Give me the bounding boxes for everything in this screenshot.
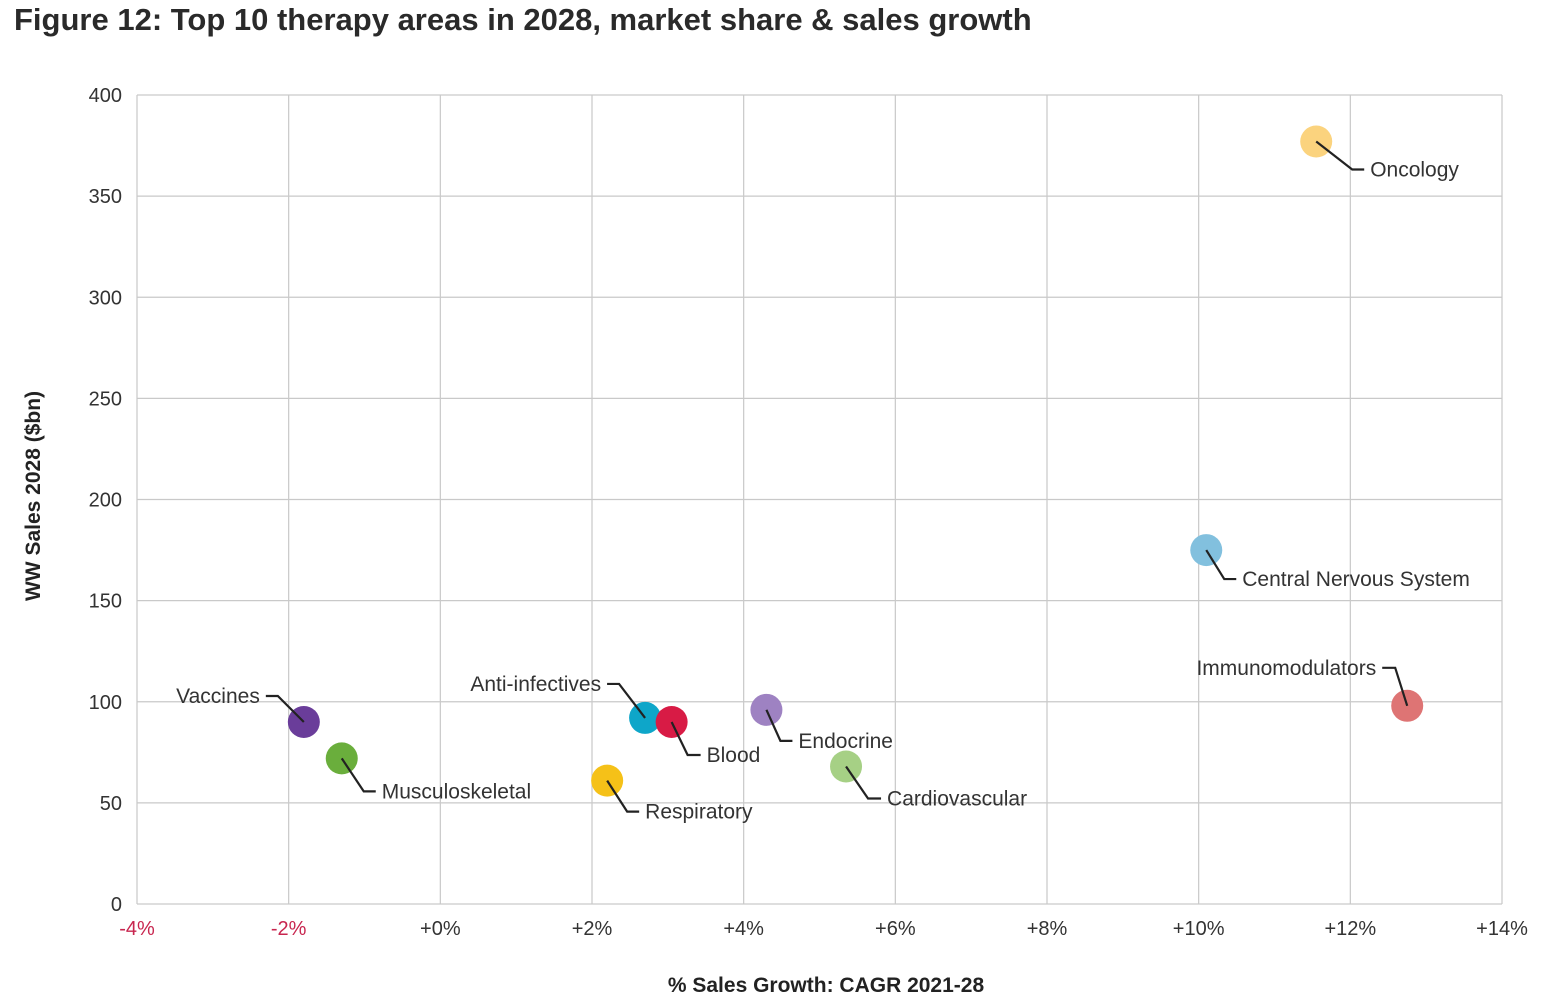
leader-line bbox=[606, 780, 640, 813]
x-tick-label: +2% bbox=[572, 918, 613, 940]
y-tick-label: 150 bbox=[89, 591, 122, 613]
point-label: Blood bbox=[707, 744, 761, 767]
point-label: Endocrine bbox=[798, 730, 893, 753]
point-label: Musculoskeletal bbox=[382, 780, 531, 803]
point-label: Anti-infectives bbox=[470, 673, 601, 696]
point-labels: Oncology Central Nervous System Immunomodu… bbox=[176, 159, 1470, 824]
leader-line bbox=[1315, 140, 1365, 171]
point-label: Vaccines bbox=[176, 685, 260, 708]
x-tick-label: +6% bbox=[875, 918, 916, 940]
leader-line bbox=[845, 765, 882, 800]
leader-line bbox=[265, 694, 305, 723]
y-axis-title: WW Sales 2028 ($bn) bbox=[22, 391, 45, 601]
x-tick-label: +10% bbox=[1173, 918, 1225, 940]
x-tick-label: +4% bbox=[723, 918, 764, 940]
leader-line bbox=[1205, 549, 1237, 581]
y-tick-label: 250 bbox=[89, 388, 122, 410]
y-tick-label: 350 bbox=[89, 186, 122, 208]
data-points bbox=[287, 125, 1424, 797]
y-tick-label: 50 bbox=[100, 793, 122, 815]
leader-line bbox=[1382, 666, 1409, 707]
point-label: Oncology bbox=[1370, 159, 1459, 182]
x-tick-label: -2% bbox=[271, 918, 307, 940]
y-tick-label: 0 bbox=[111, 894, 122, 916]
leader-line bbox=[670, 721, 701, 757]
y-tick-label: 300 bbox=[89, 287, 122, 309]
leader-line bbox=[340, 757, 376, 793]
leader-lines bbox=[265, 140, 1409, 813]
point-label: Cardiovascular bbox=[887, 787, 1027, 810]
y-tick-label: 400 bbox=[89, 85, 122, 107]
leader-line bbox=[607, 682, 646, 719]
y-axis-ticks: 0 50 100 150 200 250 300 350 400 bbox=[89, 85, 122, 916]
point-label: Respiratory bbox=[645, 801, 753, 824]
x-tick-label: +0% bbox=[420, 918, 461, 940]
y-tick-label: 200 bbox=[89, 490, 122, 512]
point-label: Central Nervous System bbox=[1242, 568, 1470, 591]
x-axis-title: % Sales Growth: CAGR 2021-28 bbox=[668, 974, 985, 997]
x-tick-label: +8% bbox=[1027, 918, 1068, 940]
x-tick-label: +14% bbox=[1476, 918, 1528, 940]
x-tick-label: +12% bbox=[1324, 918, 1376, 940]
grid-lines bbox=[136, 94, 1503, 905]
x-axis-ticks: -4% -2% +0% +2% +4% +6% +8% +10% +12% +14% bbox=[119, 918, 1528, 940]
figure-title: Figure 12: Top 10 therapy areas in 2028,… bbox=[14, 2, 1032, 37]
x-tick-label: -4% bbox=[119, 918, 155, 940]
point-label: Immunomodulators bbox=[1196, 657, 1376, 680]
y-tick-label: 100 bbox=[89, 692, 122, 714]
leader-line bbox=[765, 709, 793, 742]
